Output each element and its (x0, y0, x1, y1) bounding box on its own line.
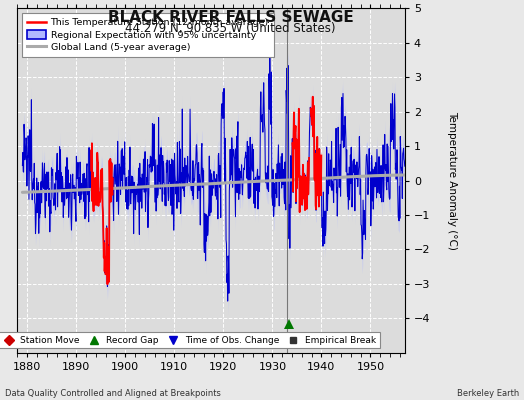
Text: Data Quality Controlled and Aligned at Breakpoints: Data Quality Controlled and Aligned at B… (5, 389, 221, 398)
Legend: Station Move, Record Gap, Time of Obs. Change, Empirical Break: Station Move, Record Gap, Time of Obs. C… (0, 332, 380, 348)
Y-axis label: Temperature Anomaly (°C): Temperature Anomaly (°C) (447, 111, 457, 250)
Text: BLACK RIVER FALLS SEWAGE: BLACK RIVER FALLS SEWAGE (108, 10, 353, 25)
Text: 44.279 N, 90.835 W (United States): 44.279 N, 90.835 W (United States) (125, 22, 336, 35)
Text: Berkeley Earth: Berkeley Earth (456, 389, 519, 398)
